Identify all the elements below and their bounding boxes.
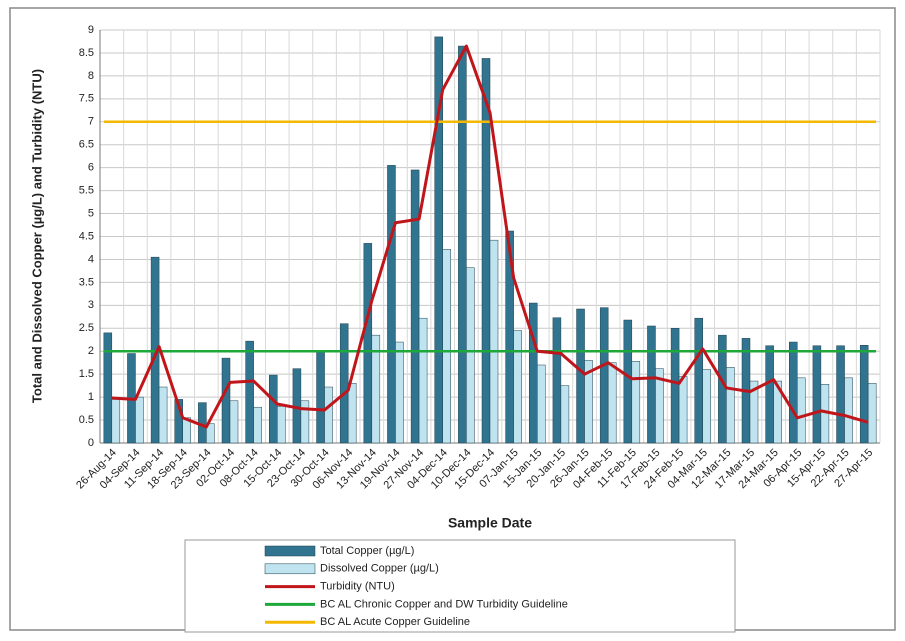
bar (584, 360, 593, 444)
y-tick-label: 0 (88, 437, 94, 449)
bar (269, 374, 278, 444)
y-axis-title: Total and Dissolved Copper (µg/L) and Tu… (29, 69, 44, 403)
bar (489, 239, 499, 444)
bar (599, 307, 609, 444)
legend-label: Dissolved Copper (µg/L) (320, 563, 439, 575)
bar (158, 386, 168, 444)
bar (859, 345, 869, 444)
y-tick-label: 1.5 (79, 368, 94, 380)
y-tick-label: 4 (88, 253, 94, 265)
y-tick-label: 4.5 (79, 230, 94, 242)
y-tick-label: 9 (88, 24, 94, 36)
bar (513, 330, 522, 444)
bar (529, 302, 538, 444)
bar (229, 400, 239, 444)
legend-label: Total Copper (µg/L) (320, 545, 414, 557)
y-tick-label: 7 (88, 116, 94, 128)
bar (607, 362, 617, 444)
bar (103, 332, 113, 444)
y-tick-label: 8.5 (79, 47, 94, 59)
bar (623, 319, 633, 444)
y-tick-label: 6.5 (79, 139, 94, 151)
y-tick-label: 8 (88, 70, 94, 82)
bar (812, 345, 822, 444)
bar (789, 341, 798, 444)
bar (245, 340, 254, 444)
bar (339, 323, 349, 444)
bar (576, 308, 585, 444)
x-axis-title: Sample Date (448, 515, 532, 531)
bar (726, 367, 735, 444)
bar (221, 357, 231, 444)
bar (458, 45, 467, 444)
bar (797, 377, 806, 444)
bar (481, 58, 491, 444)
bar (694, 317, 703, 444)
y-tick-label: 2.5 (79, 322, 94, 334)
bar (765, 345, 774, 444)
legend-label: Turbidity (NTU) (320, 581, 395, 593)
bar (395, 341, 404, 444)
bar (647, 325, 656, 444)
bar (466, 267, 475, 444)
y-tick-label: 0.5 (79, 414, 94, 426)
bar (560, 385, 570, 444)
y-tick-label: 7.5 (79, 93, 94, 105)
bar (387, 165, 396, 444)
bar (773, 380, 782, 444)
bar (253, 406, 262, 444)
bar (135, 396, 144, 444)
bar (537, 364, 546, 444)
line (111, 44, 869, 429)
y-tick-label: 2 (88, 345, 94, 357)
bar (347, 383, 357, 444)
bar (324, 386, 333, 444)
bar (670, 328, 680, 444)
bar (867, 383, 877, 444)
bar (836, 345, 845, 444)
y-tick-label: 1 (88, 391, 94, 403)
y-tick-label: 3.5 (79, 276, 94, 288)
legend-swatch (264, 563, 316, 575)
bar (434, 36, 443, 444)
bar (655, 368, 664, 444)
bar (749, 380, 759, 444)
bar (363, 243, 373, 444)
bar (844, 377, 853, 444)
bar (552, 317, 562, 444)
bar (111, 399, 121, 444)
y-tick-label: 5 (88, 207, 94, 219)
y-tick-label: 5.5 (79, 185, 94, 197)
y-tick-label: 6 (88, 162, 94, 174)
bar (206, 423, 215, 444)
bar (442, 249, 451, 444)
bar (371, 334, 381, 444)
bar (410, 169, 420, 444)
bar (631, 361, 641, 444)
bar (418, 317, 428, 444)
legend-swatch (264, 545, 316, 557)
legend-label: BC AL Acute Copper Guideline (320, 616, 470, 628)
bar (702, 369, 711, 444)
bar (678, 376, 688, 444)
legend-label: BC AL Chronic Copper and DW Turbidity Gu… (320, 598, 568, 610)
bar (300, 400, 310, 444)
bar (316, 350, 325, 444)
bar (277, 406, 286, 444)
y-tick-label: 3 (88, 299, 94, 311)
